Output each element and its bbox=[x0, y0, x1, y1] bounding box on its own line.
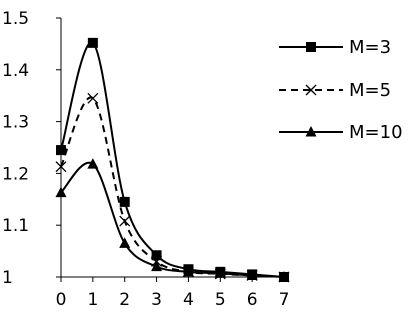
legend: M=3 M=5 M=10 bbox=[279, 37, 403, 143]
legend-marker bbox=[305, 84, 317, 96]
data-point-m-10 bbox=[182, 265, 194, 277]
legend-label: M=3 bbox=[349, 37, 391, 58]
legend-label: M=10 bbox=[349, 122, 403, 143]
x-tick-label: 0 bbox=[56, 290, 67, 310]
data-point-m-5 bbox=[119, 215, 131, 227]
data-point-m-3 bbox=[56, 145, 66, 156]
series-m-5 bbox=[55, 92, 290, 283]
data-point-m-10 bbox=[87, 158, 99, 169]
x-tick-label: 3 bbox=[151, 290, 162, 310]
x-tick-label: 1 bbox=[87, 290, 98, 310]
x-tick-label: 7 bbox=[279, 290, 290, 310]
legend-item-m-10: M=10 bbox=[279, 122, 403, 143]
y-tick-label: 1.1 bbox=[2, 216, 29, 236]
data-point-m-5 bbox=[87, 92, 99, 104]
data-point-m-10 bbox=[55, 186, 67, 198]
data-point-m-3 bbox=[119, 196, 130, 207]
data-point-m-10 bbox=[278, 271, 290, 282]
data-point-m-3 bbox=[87, 37, 98, 48]
x-tick-label: 2 bbox=[119, 290, 130, 310]
data-point-m-3 bbox=[151, 250, 162, 261]
series-m-3 bbox=[56, 37, 289, 282]
series-line-m-10 bbox=[60, 161, 285, 278]
legend-item-m-3: M=3 bbox=[279, 37, 391, 58]
legend-label: M=5 bbox=[349, 80, 391, 101]
y-tick-label: 1.3 bbox=[2, 113, 29, 133]
data-point-m-10 bbox=[246, 269, 258, 280]
x-tick-label: 5 bbox=[215, 290, 226, 310]
legend-marker bbox=[305, 126, 317, 137]
series-m-10 bbox=[55, 158, 290, 282]
series-line-m-5 bbox=[60, 96, 285, 278]
data-point-m-10 bbox=[151, 260, 163, 272]
data-point-m-10 bbox=[214, 267, 226, 278]
y-tick-label: 1.2 bbox=[2, 164, 29, 184]
x-tick-label: 4 bbox=[183, 290, 194, 310]
series-line-m-3 bbox=[60, 41, 285, 278]
legend-marker bbox=[306, 42, 316, 52]
y-tick-label: 1 bbox=[2, 268, 13, 288]
y-axis: 1 1.1 1.2 1.3 1.4 1.5 bbox=[2, 9, 62, 288]
y-tick-label: 1.4 bbox=[2, 61, 29, 81]
legend-item-m-5: M=5 bbox=[279, 80, 391, 101]
x-tick-label: 6 bbox=[247, 290, 258, 310]
data-point-m-10 bbox=[119, 237, 131, 248]
data-point-m-5 bbox=[55, 161, 67, 173]
y-tick-label: 1.5 bbox=[2, 9, 29, 29]
series-layer bbox=[55, 37, 290, 283]
